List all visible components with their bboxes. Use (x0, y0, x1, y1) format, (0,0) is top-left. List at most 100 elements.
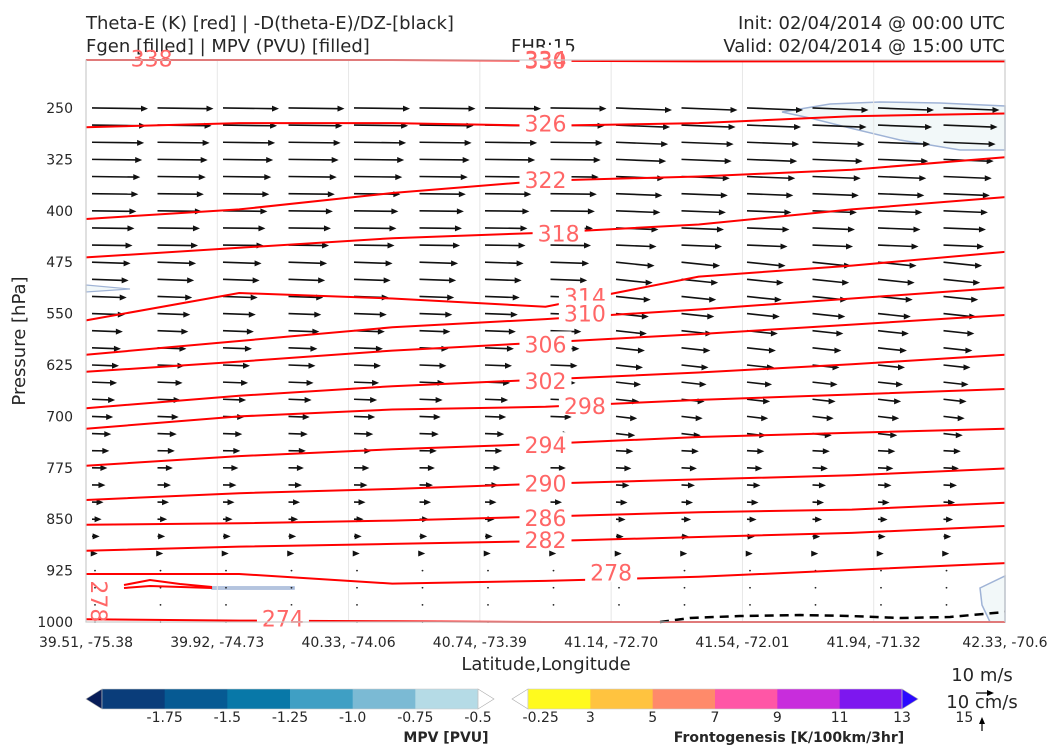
wind-vector-head (110, 379, 118, 386)
wind-vector-head (772, 313, 780, 320)
wind-vector-shaft (222, 141, 271, 144)
wind-vector-head (990, 124, 998, 131)
wind-vector-shaft (812, 107, 864, 111)
wind-vector-dot (225, 603, 227, 606)
wind-vector-head (965, 347, 973, 354)
wind-vector-dot (159, 569, 162, 572)
wind-vector-shaft (288, 432, 303, 435)
wind-vector-head (911, 243, 919, 250)
wind-vector-head (715, 243, 723, 250)
wind-vector-shaft (222, 124, 273, 127)
wind-vector-head (223, 533, 231, 540)
wind-vector-head (454, 225, 462, 232)
wind-vector-shaft (943, 449, 956, 453)
wind-vector-head (820, 465, 828, 472)
x-tick-label: 41.94, -71.32 (827, 635, 921, 651)
wind-vector-shaft (746, 364, 770, 369)
wind-vector-head (753, 482, 761, 489)
wind-vector-shaft (877, 415, 895, 420)
wind-vector-head (493, 464, 501, 471)
wind-vector-head (661, 141, 669, 148)
wind-vector-head (235, 431, 243, 438)
wind-vector-head (639, 330, 647, 337)
x-tick-label: 40.74, -73.39 (433, 635, 527, 651)
wind-vector-head (776, 279, 784, 286)
wind-vector-head (104, 431, 112, 438)
wind-vector-shaft (419, 398, 438, 401)
wind-vector-head (289, 533, 297, 540)
wind-vector-head (395, 174, 403, 181)
wind-vector-head (119, 294, 127, 301)
wind-vector-head (905, 296, 913, 303)
wind-vector-dot (945, 603, 948, 606)
wind-vector-head (318, 277, 326, 284)
wind-vector-shaft (419, 432, 434, 435)
wind-vector-shaft (943, 432, 958, 437)
wind-vector-shaft (91, 278, 124, 282)
wind-vector-head (181, 328, 189, 335)
contour-label: 278 (590, 562, 632, 587)
x-tick-label: 40.33, -74.06 (302, 635, 396, 651)
theta-e-contour-line (85, 388, 1006, 430)
contour-label-background (519, 367, 572, 390)
wind-vector-dot (618, 603, 620, 606)
wind-vector-head (162, 499, 170, 506)
wind-vector-head (360, 482, 368, 489)
wind-vector-head (986, 158, 994, 165)
wind-vector-shaft (550, 192, 592, 196)
wind-vector-head (686, 499, 694, 506)
wind-vector-shaft (353, 158, 400, 161)
wind-vector-head (501, 396, 509, 403)
wind-vector-head (628, 432, 636, 439)
wind-vector-dot (749, 586, 751, 589)
wind-vector-head (98, 482, 106, 489)
wind-vector-shaft (353, 432, 369, 435)
wind-vector-head (167, 447, 175, 454)
wind-vector-shaft (353, 415, 371, 418)
wind-vector-head (626, 448, 634, 455)
wind-vector-head (221, 550, 229, 557)
wind-vector-head (878, 533, 886, 540)
wind-vector-shaft (877, 347, 903, 352)
wind-vector-shaft (419, 295, 450, 299)
wind-vector-head (707, 313, 715, 320)
wind-vector-shaft (419, 124, 469, 127)
wind-vector-head (90, 550, 98, 557)
wind-vector-head (861, 106, 869, 113)
wind-vector-head (703, 347, 711, 354)
wind-vector-shaft (484, 347, 509, 350)
wind-vector-head (649, 243, 657, 250)
colorbar-tick-label: -0.75 (397, 710, 433, 726)
y-axis-label: Pressure [hPa] (9, 276, 30, 405)
wind-vector-shaft (812, 312, 841, 318)
wind-vector-head (570, 362, 578, 369)
wind-vector-shaft (288, 381, 309, 384)
wind-vector-head (555, 499, 563, 506)
wind-vector-head (171, 414, 179, 421)
wind-vector-head (231, 464, 239, 471)
wind-vector-shaft (157, 209, 197, 213)
wind-vector-shaft (812, 329, 839, 335)
wind-vector-shaft (812, 415, 829, 420)
colorbar-tick-label: 5 (648, 710, 657, 726)
colorbar-tick-label: -1.25 (272, 710, 308, 726)
colorbar-tick-label: -0.25 (523, 710, 559, 726)
theta-e-contour-line (86, 562, 1006, 585)
wind-vector-dot (552, 586, 555, 589)
wind-vector-shaft (812, 175, 856, 180)
wind-vector-shaft (943, 381, 964, 386)
wind-vector-head (433, 414, 441, 421)
wind-vector-head (141, 105, 148, 112)
wind-vector-shaft (484, 312, 513, 316)
contour-label-background (558, 283, 611, 306)
wind-vector-head (898, 364, 905, 371)
y-tick-label: 400 (46, 204, 73, 220)
wind-vector-shaft (353, 261, 388, 265)
wind-vector-head (886, 465, 894, 472)
wind-vector-shaft (222, 227, 261, 230)
wind-vector-head (420, 533, 428, 540)
wind-vector-head (325, 208, 333, 215)
wind-vector-shaft (681, 415, 698, 420)
wind-vector-shaft (746, 312, 775, 318)
